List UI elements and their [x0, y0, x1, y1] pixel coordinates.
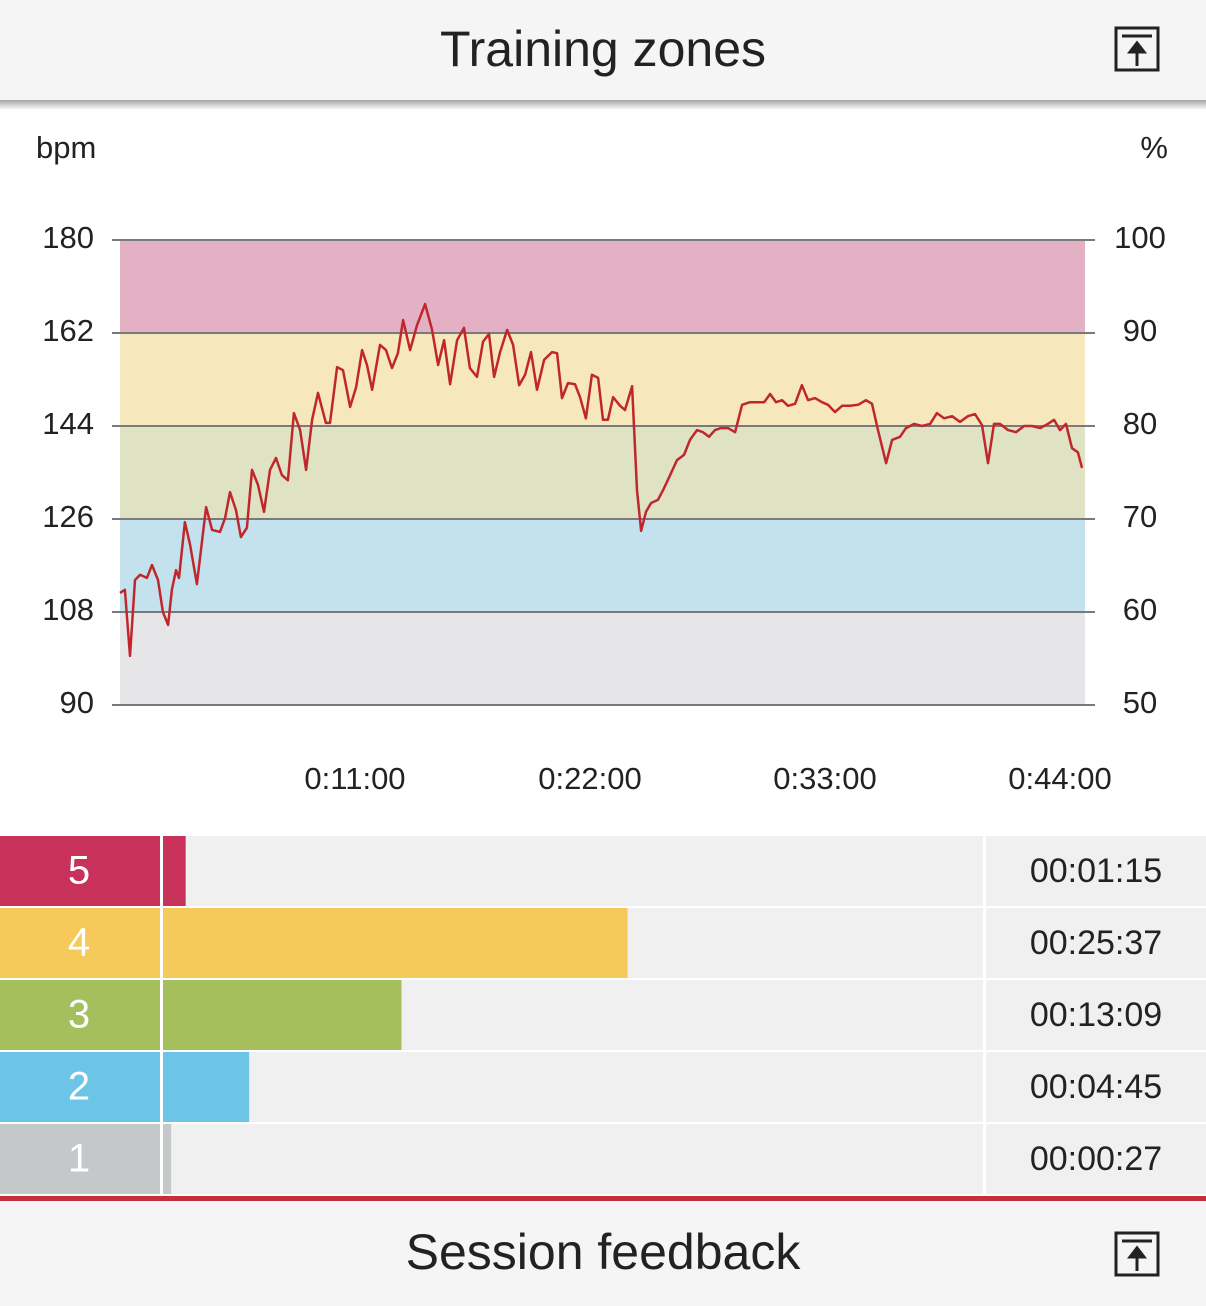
- expand-icon[interactable]: [1114, 1231, 1160, 1277]
- time-cell: [986, 1052, 1206, 1122]
- x-tick-label: 0:44:00: [1008, 761, 1111, 796]
- time-cell: [986, 980, 1206, 1050]
- x-tick-label: 0:11:00: [304, 761, 405, 796]
- zone-number: 5: [68, 849, 90, 893]
- divider: [0, 1196, 1206, 1201]
- bar-track: [163, 1052, 983, 1122]
- zone-number: 3: [68, 993, 90, 1037]
- y2-tick-label: 100: [1114, 220, 1166, 255]
- y-tick-label: 180: [42, 220, 94, 255]
- expand-icon[interactable]: [1114, 26, 1160, 72]
- zone-number: 1: [68, 1137, 90, 1181]
- footer-title: Session feedback: [406, 1224, 802, 1280]
- header-title: Training zones: [440, 21, 766, 77]
- header-shadow: [0, 100, 1206, 110]
- zone-label-box: [0, 980, 160, 1050]
- zone-band: [120, 519, 1085, 612]
- zone-label-box: [0, 1052, 160, 1122]
- footer-bar: [0, 1201, 1206, 1306]
- zone-time: 00:25:37: [1030, 924, 1162, 962]
- time-cell: [986, 836, 1206, 906]
- time-cell: [986, 1124, 1206, 1194]
- time-cell: [986, 908, 1206, 978]
- zone-band: [120, 240, 1085, 333]
- heart-rate-line: [119, 302, 1084, 658]
- chart: 90 108 126 144 162 180 50 60 70 80 90 100 0:11:00 0:2…: [42, 220, 1166, 796]
- y2-tick-label: 50: [1123, 685, 1157, 720]
- bar: [163, 836, 186, 906]
- y-tick-label: 162: [42, 313, 94, 348]
- bar: [163, 1124, 172, 1194]
- x-tick-label: 0:33:00: [773, 761, 876, 796]
- bar: [163, 908, 628, 978]
- y2-tick-label: 60: [1123, 592, 1157, 627]
- bar-track: [163, 1124, 983, 1194]
- y-tick-label: 126: [42, 499, 94, 534]
- header-bar: [0, 0, 1206, 100]
- zone-label-box: [0, 836, 160, 906]
- y2-tick-label: 80: [1123, 406, 1157, 441]
- y-tick-label: 108: [42, 592, 94, 627]
- zone-bars: 5 00:01:15 4 00:25:37 3 00:13:09 2 00:04:45 1 00:…: [0, 836, 1206, 1194]
- y2-axis-label: %: [1140, 130, 1168, 165]
- zone-time: 00:00:27: [1030, 1140, 1162, 1178]
- y-axis-label: bpm: [36, 130, 96, 165]
- zone-label-box: [0, 908, 160, 978]
- bar-track: [163, 836, 983, 906]
- zone-time: 00:01:15: [1030, 852, 1162, 890]
- zone-time: 00:13:09: [1030, 996, 1162, 1034]
- zone-time: 00:04:45: [1030, 1068, 1162, 1106]
- y2-tick-label: 90: [1123, 313, 1157, 348]
- zone-number: 4: [68, 921, 90, 965]
- bar: [163, 1052, 250, 1122]
- zone-band: [120, 612, 1085, 705]
- y-tick-label: 90: [60, 685, 94, 720]
- bar: [163, 980, 402, 1050]
- zone-number: 2: [68, 1065, 90, 1109]
- y-tick-label: 144: [42, 406, 94, 441]
- zone-label-box: [0, 1124, 160, 1194]
- y2-tick-label: 70: [1123, 499, 1157, 534]
- x-tick-label: 0:22:00: [538, 761, 641, 796]
